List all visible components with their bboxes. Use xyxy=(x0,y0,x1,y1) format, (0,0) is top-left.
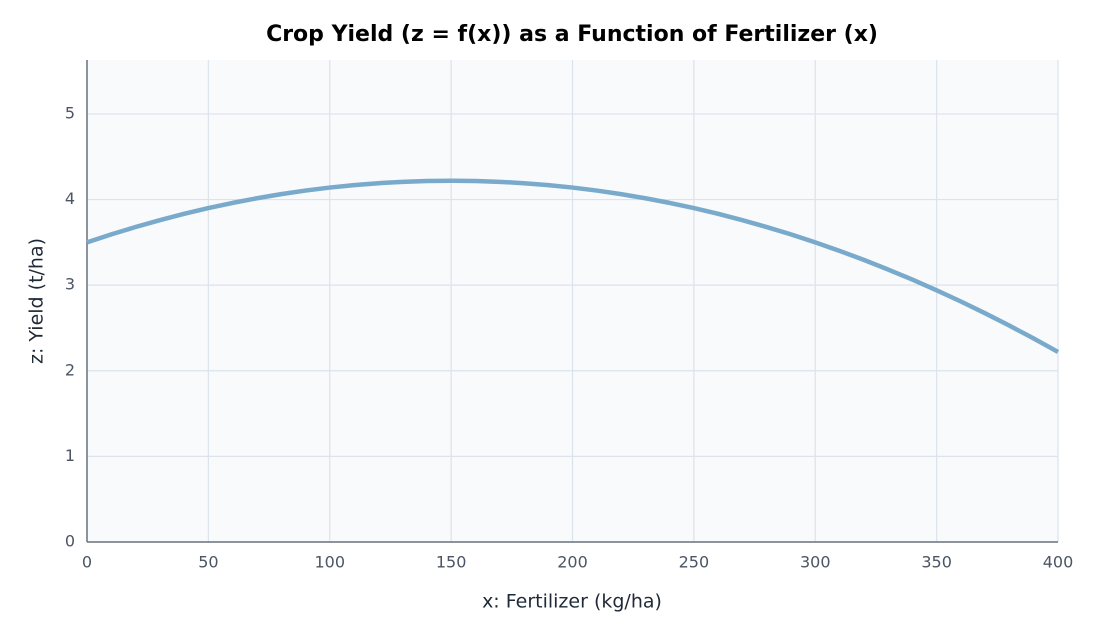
x-tick-label: 250 xyxy=(679,553,710,572)
x-tick-label: 300 xyxy=(800,553,831,572)
y-axis-label: z: Yield (t/ha) xyxy=(26,238,48,364)
x-tick-label: 100 xyxy=(314,553,345,572)
x-tick-label: 350 xyxy=(921,553,952,572)
y-tick-label: 4 xyxy=(65,189,75,208)
x-axis-label: x: Fertilizer (kg/ha) xyxy=(482,591,662,613)
x-tick-label: 0 xyxy=(82,553,92,572)
x-tick-label: 200 xyxy=(557,553,588,572)
x-tick-label: 50 xyxy=(198,553,218,572)
y-tick-label: 5 xyxy=(65,103,75,122)
y-tick-label: 1 xyxy=(65,446,75,465)
y-tick-label: 0 xyxy=(65,532,75,551)
chart-title: Crop Yield (z = f(x)) as a Function of F… xyxy=(266,22,878,47)
x-tick-label: 400 xyxy=(1043,553,1074,572)
y-tick-label: 3 xyxy=(65,275,75,294)
y-tick-label: 2 xyxy=(65,360,75,379)
x-tick-label: 150 xyxy=(436,553,467,572)
data-line xyxy=(86,178,1060,354)
